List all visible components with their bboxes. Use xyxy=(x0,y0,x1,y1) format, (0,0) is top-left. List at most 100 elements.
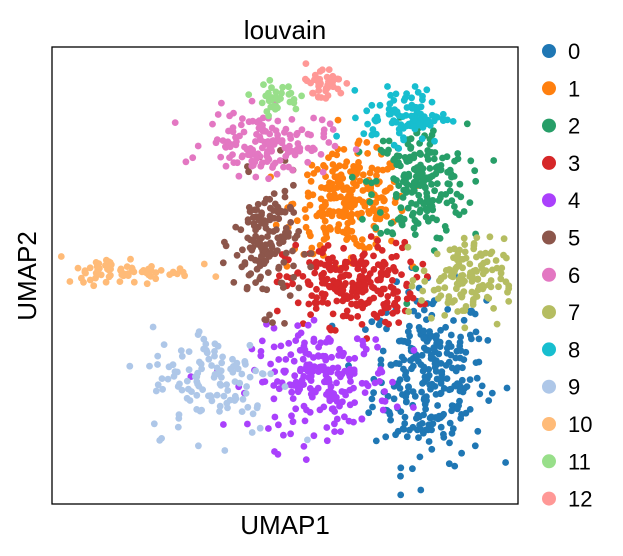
point xyxy=(404,243,412,251)
cluster-8-points xyxy=(333,83,457,152)
point xyxy=(419,380,426,387)
point xyxy=(473,374,481,382)
point xyxy=(456,180,464,188)
point xyxy=(452,209,460,216)
point xyxy=(205,355,213,363)
point xyxy=(171,368,179,376)
point xyxy=(275,356,283,363)
point xyxy=(410,224,418,232)
point xyxy=(448,269,455,276)
point xyxy=(456,342,464,350)
point xyxy=(295,284,303,292)
point xyxy=(333,297,341,305)
point xyxy=(453,285,460,293)
point xyxy=(428,98,436,106)
point xyxy=(66,278,74,285)
point xyxy=(339,297,347,305)
cluster-5-points xyxy=(219,147,315,327)
point xyxy=(238,153,246,161)
point xyxy=(248,429,256,436)
point xyxy=(312,263,320,271)
point xyxy=(417,486,425,494)
legend-label: 8 xyxy=(568,337,580,362)
point xyxy=(404,204,412,212)
point xyxy=(349,254,357,261)
point xyxy=(160,341,168,348)
point xyxy=(281,369,289,376)
point xyxy=(347,314,355,322)
point xyxy=(324,242,332,249)
point xyxy=(222,162,230,170)
point xyxy=(459,280,467,287)
point xyxy=(442,323,449,331)
point xyxy=(420,363,428,371)
point xyxy=(400,136,407,144)
point xyxy=(289,247,296,255)
legend-marker xyxy=(542,81,556,96)
point xyxy=(229,151,236,159)
point xyxy=(263,108,271,115)
legend-label: 2 xyxy=(568,114,580,139)
point xyxy=(379,195,387,202)
point xyxy=(376,215,384,223)
point xyxy=(393,108,401,116)
point xyxy=(415,358,422,365)
point xyxy=(446,419,454,427)
point xyxy=(237,121,245,129)
point xyxy=(408,105,416,112)
point xyxy=(252,138,259,145)
point xyxy=(364,120,371,128)
point xyxy=(246,341,254,349)
point xyxy=(341,413,348,421)
point xyxy=(285,163,292,171)
point xyxy=(448,402,456,410)
point xyxy=(363,107,371,115)
point xyxy=(310,170,318,177)
point xyxy=(355,137,363,145)
point xyxy=(281,193,289,201)
point xyxy=(278,279,286,287)
point xyxy=(300,342,308,350)
point xyxy=(408,94,415,102)
point xyxy=(312,305,320,312)
point xyxy=(394,427,402,435)
point xyxy=(268,124,276,132)
point xyxy=(223,381,231,388)
point xyxy=(372,177,380,185)
point xyxy=(130,268,138,276)
point xyxy=(379,137,387,145)
point xyxy=(444,180,452,188)
point xyxy=(208,362,216,369)
point xyxy=(390,395,398,403)
point xyxy=(311,269,319,277)
point xyxy=(460,356,468,363)
point xyxy=(379,406,387,414)
point xyxy=(410,123,417,130)
point xyxy=(302,214,310,222)
point xyxy=(428,380,436,388)
point xyxy=(453,380,461,387)
point xyxy=(278,89,285,97)
point xyxy=(405,308,412,315)
point xyxy=(448,364,456,372)
point xyxy=(194,142,202,150)
point xyxy=(461,324,469,332)
point xyxy=(368,101,376,109)
point xyxy=(293,145,301,153)
legend-item-12: 12 xyxy=(542,487,592,512)
point xyxy=(304,367,312,375)
point xyxy=(258,99,266,107)
point xyxy=(316,209,323,217)
point xyxy=(385,408,393,416)
point xyxy=(258,211,265,219)
point xyxy=(347,215,355,222)
point xyxy=(239,395,247,403)
point xyxy=(410,187,418,195)
point xyxy=(466,376,474,383)
point xyxy=(294,140,302,147)
point xyxy=(440,430,447,438)
point xyxy=(186,397,194,404)
point xyxy=(326,182,333,189)
point xyxy=(197,360,205,368)
point xyxy=(488,248,496,256)
